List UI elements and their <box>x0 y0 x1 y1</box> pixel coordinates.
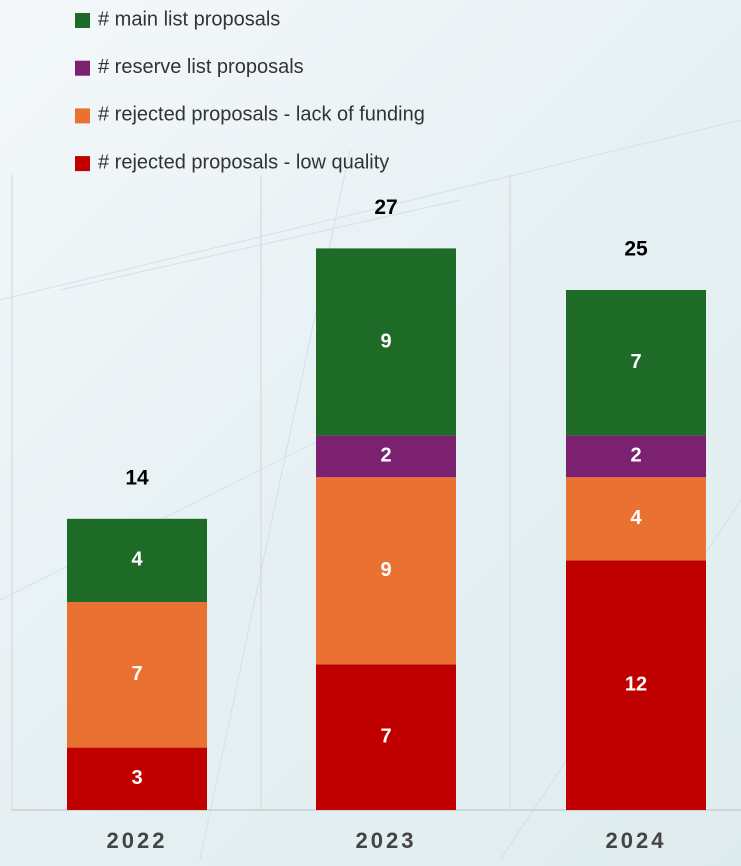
x-tick-label: 2024 <box>606 828 667 853</box>
bar-segment <box>566 477 706 561</box>
x-tick-label: 2022 <box>107 828 168 853</box>
bar-segment <box>316 477 456 665</box>
legend-label: # main list proposals <box>98 8 280 30</box>
total-label: 27 <box>374 196 397 219</box>
value-label: 7 <box>630 351 641 373</box>
value-label: 2 <box>380 445 391 467</box>
value-label: 4 <box>131 549 143 571</box>
x-tick-label: 2023 <box>356 828 417 853</box>
legend-label: # rejected proposals - low quality <box>98 151 389 173</box>
value-label: 2 <box>630 445 641 467</box>
value-label: 7 <box>380 725 391 747</box>
bar-segment <box>566 435 706 478</box>
bar-segment <box>566 560 706 810</box>
value-label: 12 <box>625 673 647 695</box>
value-label: 3 <box>131 767 142 789</box>
bar-segment <box>67 602 207 748</box>
value-label: 9 <box>380 559 391 581</box>
value-label: 9 <box>380 330 391 352</box>
bar-segment <box>316 248 456 436</box>
legend-swatch <box>75 60 90 76</box>
value-label: 4 <box>630 507 642 529</box>
legend-swatch <box>75 156 90 172</box>
value-label: 7 <box>131 663 142 685</box>
legend-label: # rejected proposals - lack of funding <box>98 104 425 126</box>
legend-swatch <box>75 108 90 124</box>
legend-swatch <box>75 13 90 28</box>
total-label: 14 <box>125 466 149 489</box>
legend-label: # reserve list proposals <box>98 56 304 78</box>
bar-segment <box>67 518 207 602</box>
bar-segment <box>316 435 456 478</box>
bar-segment <box>67 747 207 810</box>
bar-segment <box>316 664 456 810</box>
bar-segment <box>566 290 706 436</box>
total-label: 25 <box>624 238 648 261</box>
